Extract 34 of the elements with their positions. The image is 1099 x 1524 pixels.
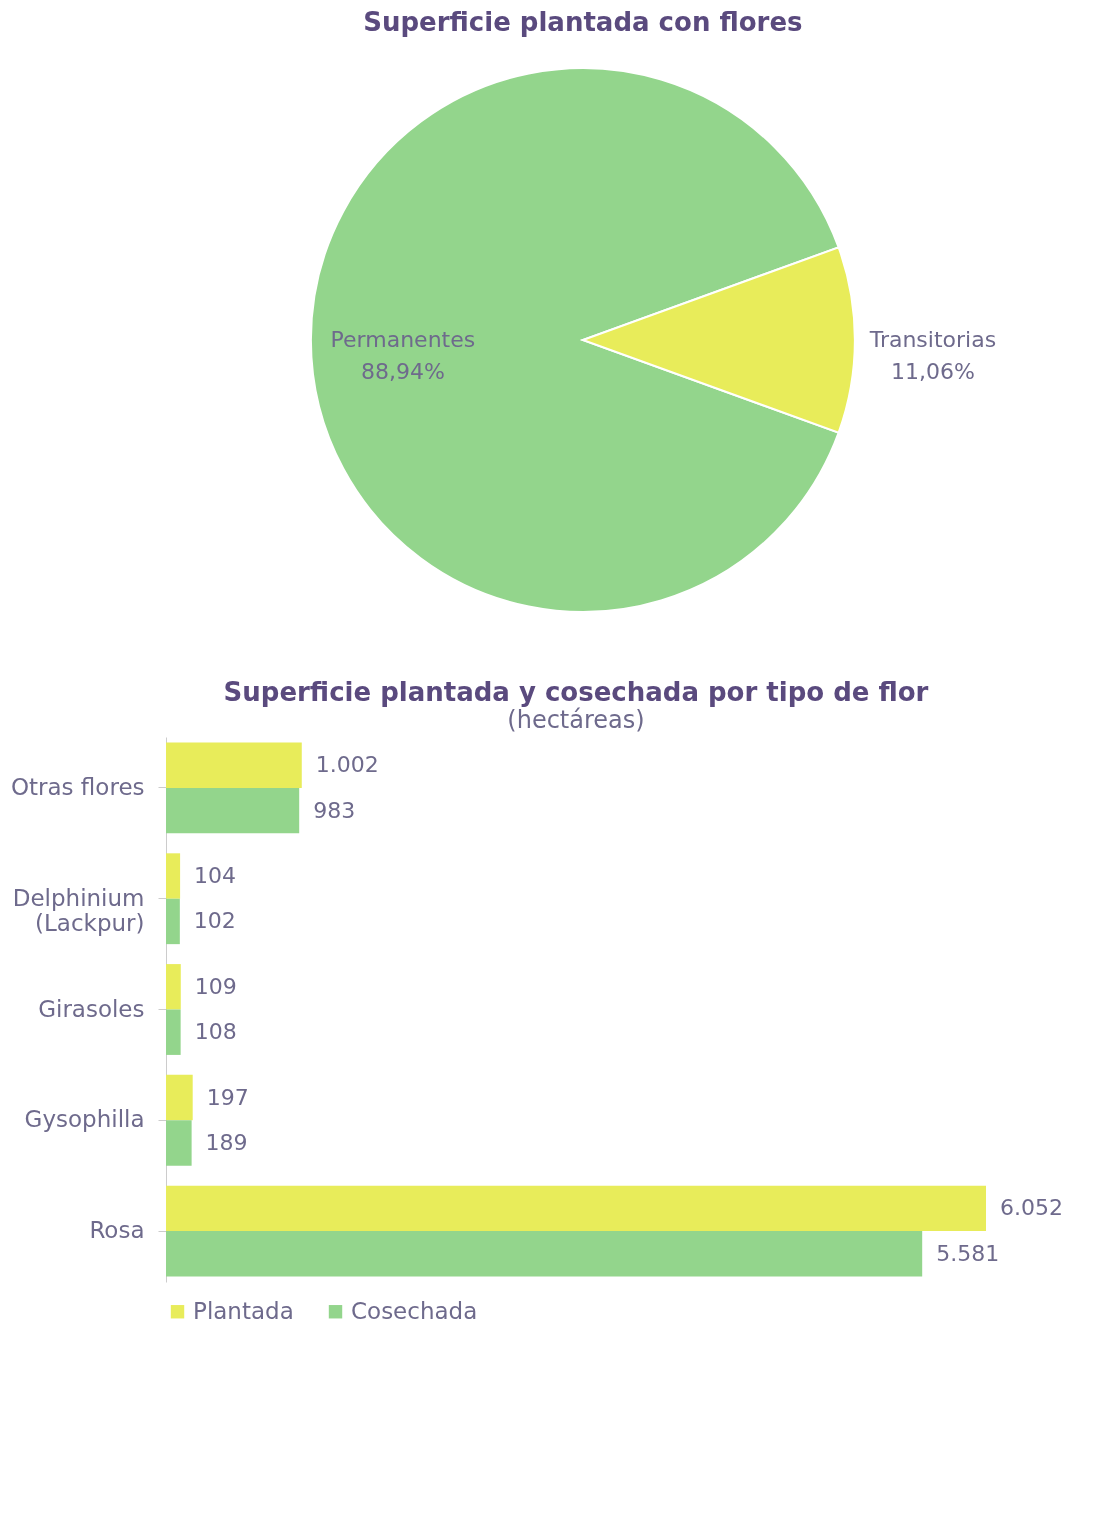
bar: [166, 742, 302, 788]
data-label: 102: [193, 908, 236, 934]
data-label: 189: [205, 1129, 248, 1155]
chart-title: Superficie plantada y cosechada por tipo de flor: [223, 677, 929, 707]
y-tick-label: Girasoles: [38, 995, 145, 1022]
data-label: 5.581: [936, 1240, 1000, 1266]
bar: [166, 853, 181, 899]
y-tick-label: Otras flores: [10, 773, 145, 800]
legend-label: Cosechada: [351, 1297, 478, 1324]
bar: [166, 1009, 181, 1055]
data-label: 983: [313, 797, 356, 823]
legend-label: Plantada: [193, 1297, 294, 1324]
chart-subtitle: (hectáreas): [507, 706, 645, 734]
data-label: 6.052: [1000, 1195, 1063, 1221]
bar: [166, 1120, 192, 1166]
y-tick-label: Delphinium (Lackpur): [12, 884, 145, 936]
slice-label: Permanentes: [330, 327, 476, 352]
bar: [166, 964, 181, 1010]
chart-title: Superficie plantada con flores: [363, 7, 803, 37]
y-tick-label: Gysophilla: [24, 1106, 145, 1133]
data-label: 1.002: [315, 752, 379, 778]
bar: [166, 1074, 193, 1121]
bar: [166, 1185, 987, 1232]
data-label: 104: [194, 863, 237, 889]
data-label: 197: [206, 1084, 249, 1110]
bar: [166, 1231, 923, 1277]
slice-label: Transitorias: [868, 327, 997, 352]
data-label: 11,06%: [890, 359, 975, 384]
data-label: 88,94%: [360, 359, 445, 384]
y-tick-label: Rosa: [89, 1217, 145, 1244]
bar: [166, 898, 180, 945]
bar: [166, 787, 300, 834]
data-label: 109: [194, 973, 237, 999]
data-label: 108: [194, 1019, 237, 1045]
